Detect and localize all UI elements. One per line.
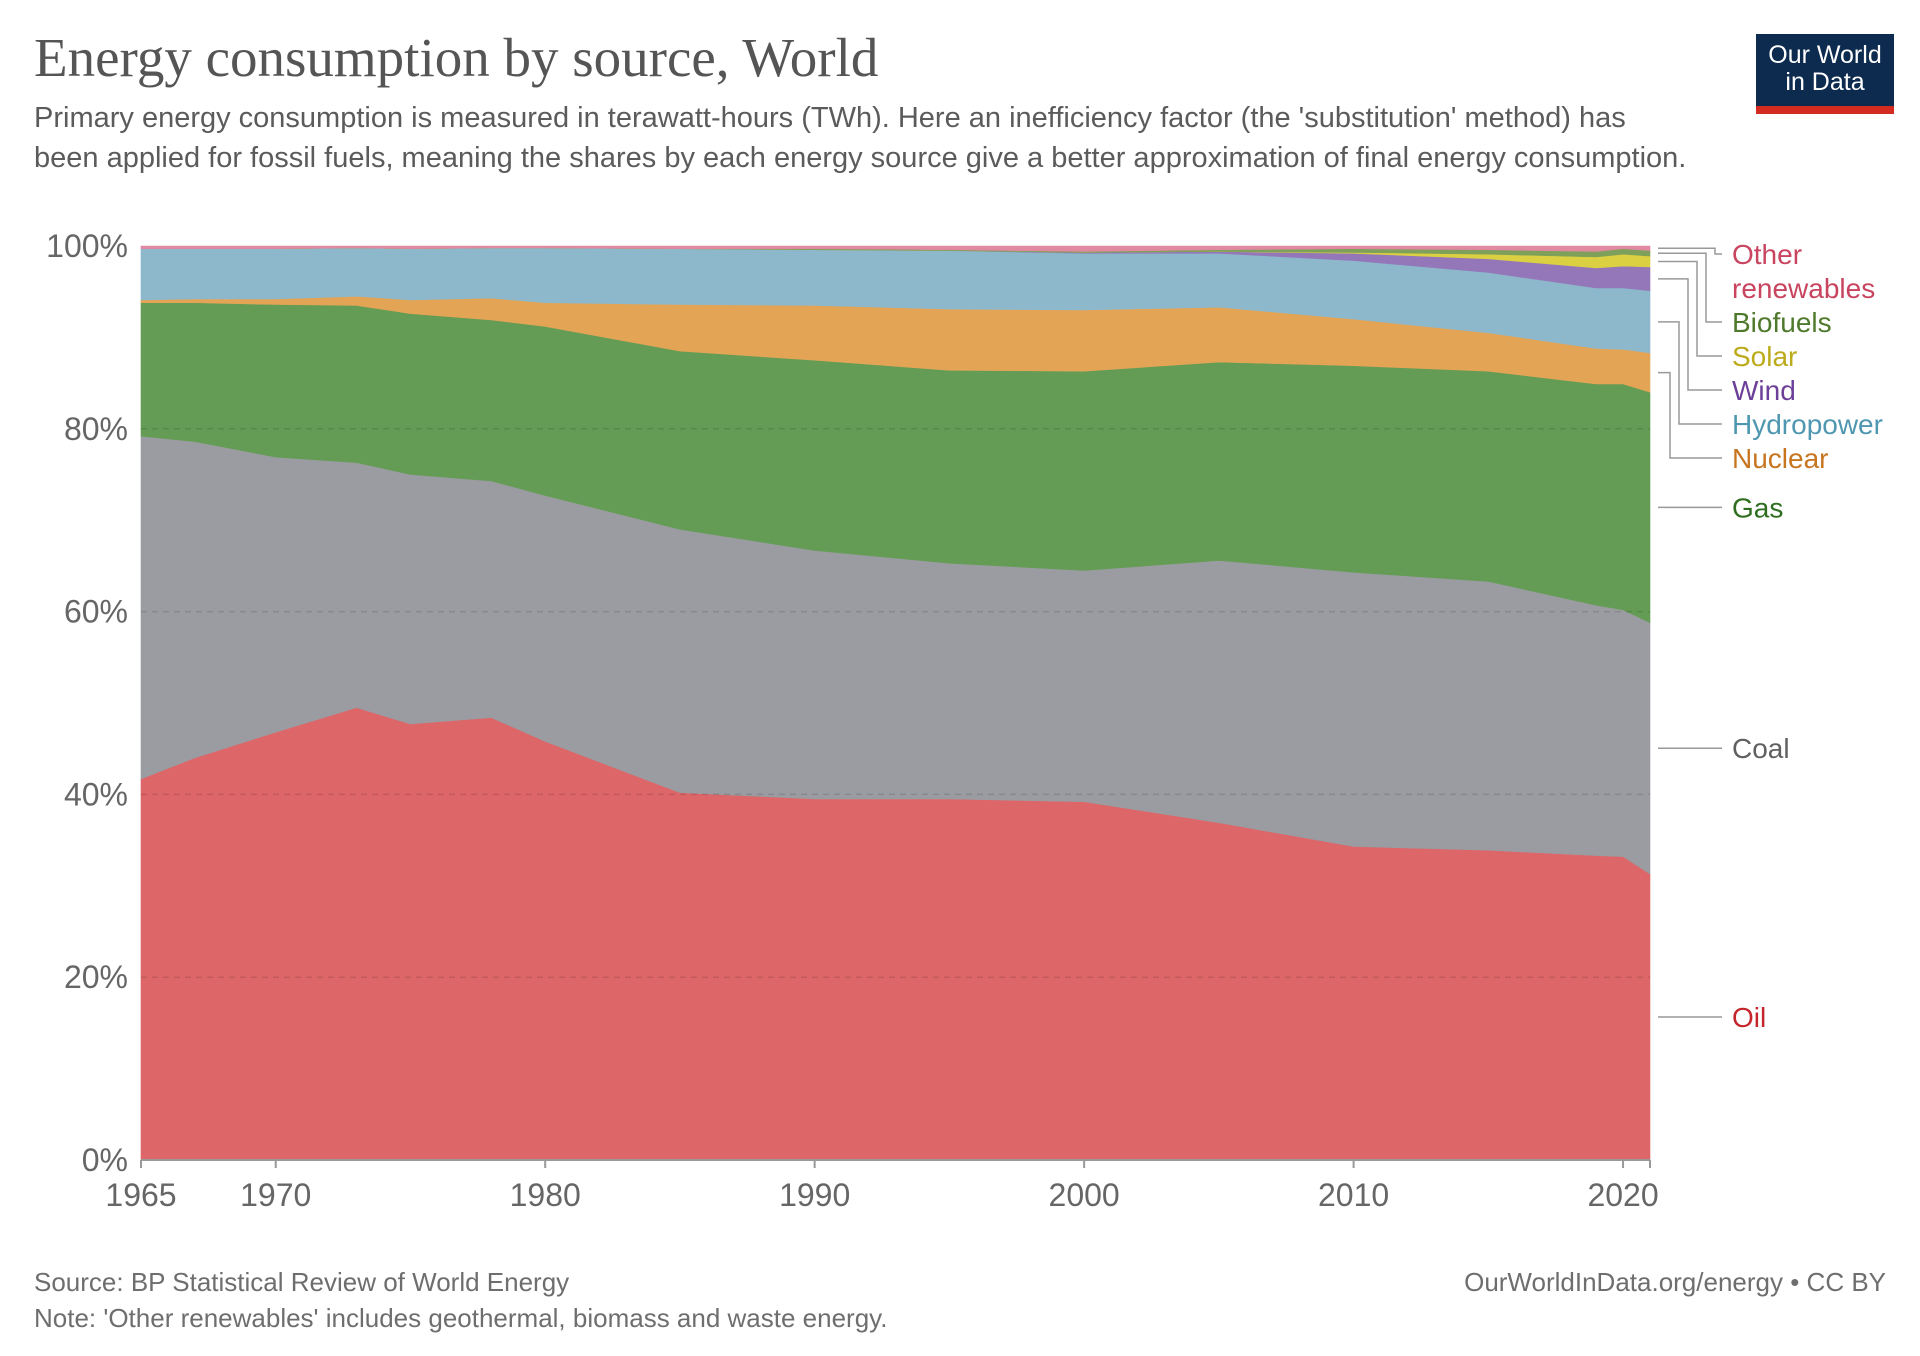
footer-credit[interactable]: OurWorldInData.org/energy • CC BY: [1464, 1267, 1886, 1297]
legend: OtherrenewablesBiofuelsSolarWindHydropow…: [1658, 239, 1883, 1033]
x-tick-label: 1970: [240, 1177, 311, 1213]
legend-label-wind[interactable]: Wind: [1732, 375, 1796, 406]
legend-label-other-renewables[interactable]: Other: [1732, 239, 1802, 270]
y-tick-label: 20%: [64, 959, 128, 995]
y-tick-label: 0%: [82, 1142, 128, 1178]
x-tick-label: 1965: [105, 1177, 176, 1213]
x-axis: 1965 1970 1980 1990 2000 2010 2020: [105, 1159, 1659, 1213]
note-text: Note: 'Other renewables' includes geothe…: [34, 1303, 888, 1333]
logo-line-1: Our World: [1768, 41, 1882, 69]
x-tick-label: 2000: [1049, 1177, 1120, 1213]
legend-label-other-renewables[interactable]: renewables: [1732, 273, 1875, 304]
legend-connector-hydropower: [1658, 321, 1722, 425]
grid-layer: [141, 428, 1650, 978]
area-other-renewables[interactable]: [140, 245, 1651, 252]
legend-label-nuclear[interactable]: Nuclear: [1732, 443, 1828, 474]
legend-connector-solar: [1658, 260, 1722, 357]
legend-label-biofuels[interactable]: Biofuels: [1732, 307, 1832, 338]
y-tick-label: 80%: [64, 411, 128, 447]
legend-label-oil[interactable]: Oil: [1732, 1002, 1766, 1033]
legend-connector-nuclear: [1658, 371, 1722, 459]
area-layer: [140, 245, 1651, 1161]
legend-connector-other-renewables: [1658, 247, 1722, 255]
footer-left: Source: BP Statistical Review of World E…: [34, 1264, 887, 1336]
chart-subtitle: Primary energy consumption is measured i…: [34, 102, 1687, 174]
y-axis: 0% 20% 40% 60% 80% 100%: [46, 228, 128, 1178]
chart-title: Energy consumption by source, World: [34, 27, 879, 88]
logo-line-2: in Data: [1785, 68, 1865, 96]
y-tick-label: 100%: [46, 228, 128, 264]
legend-label-solar[interactable]: Solar: [1732, 341, 1797, 372]
x-tick-label: 1980: [510, 1177, 581, 1213]
legend-label-coal[interactable]: Coal: [1732, 733, 1790, 764]
y-tick-label: 60%: [64, 594, 128, 630]
x-tick-label: 2020: [1587, 1177, 1658, 1213]
source-text: Source: BP Statistical Review of World E…: [34, 1267, 570, 1297]
legend-connector-wind: [1658, 278, 1722, 391]
legend-label-hydropower[interactable]: Hydropower: [1732, 409, 1883, 440]
x-tick-label: 2010: [1318, 1177, 1389, 1213]
x-tick-label: 1990: [779, 1177, 850, 1213]
legend-label-gas[interactable]: Gas: [1732, 492, 1783, 523]
legend-connector-biofuels: [1658, 252, 1722, 323]
owid-logo[interactable]: Our World in Data: [1756, 34, 1894, 114]
y-tick-label: 40%: [64, 776, 128, 812]
